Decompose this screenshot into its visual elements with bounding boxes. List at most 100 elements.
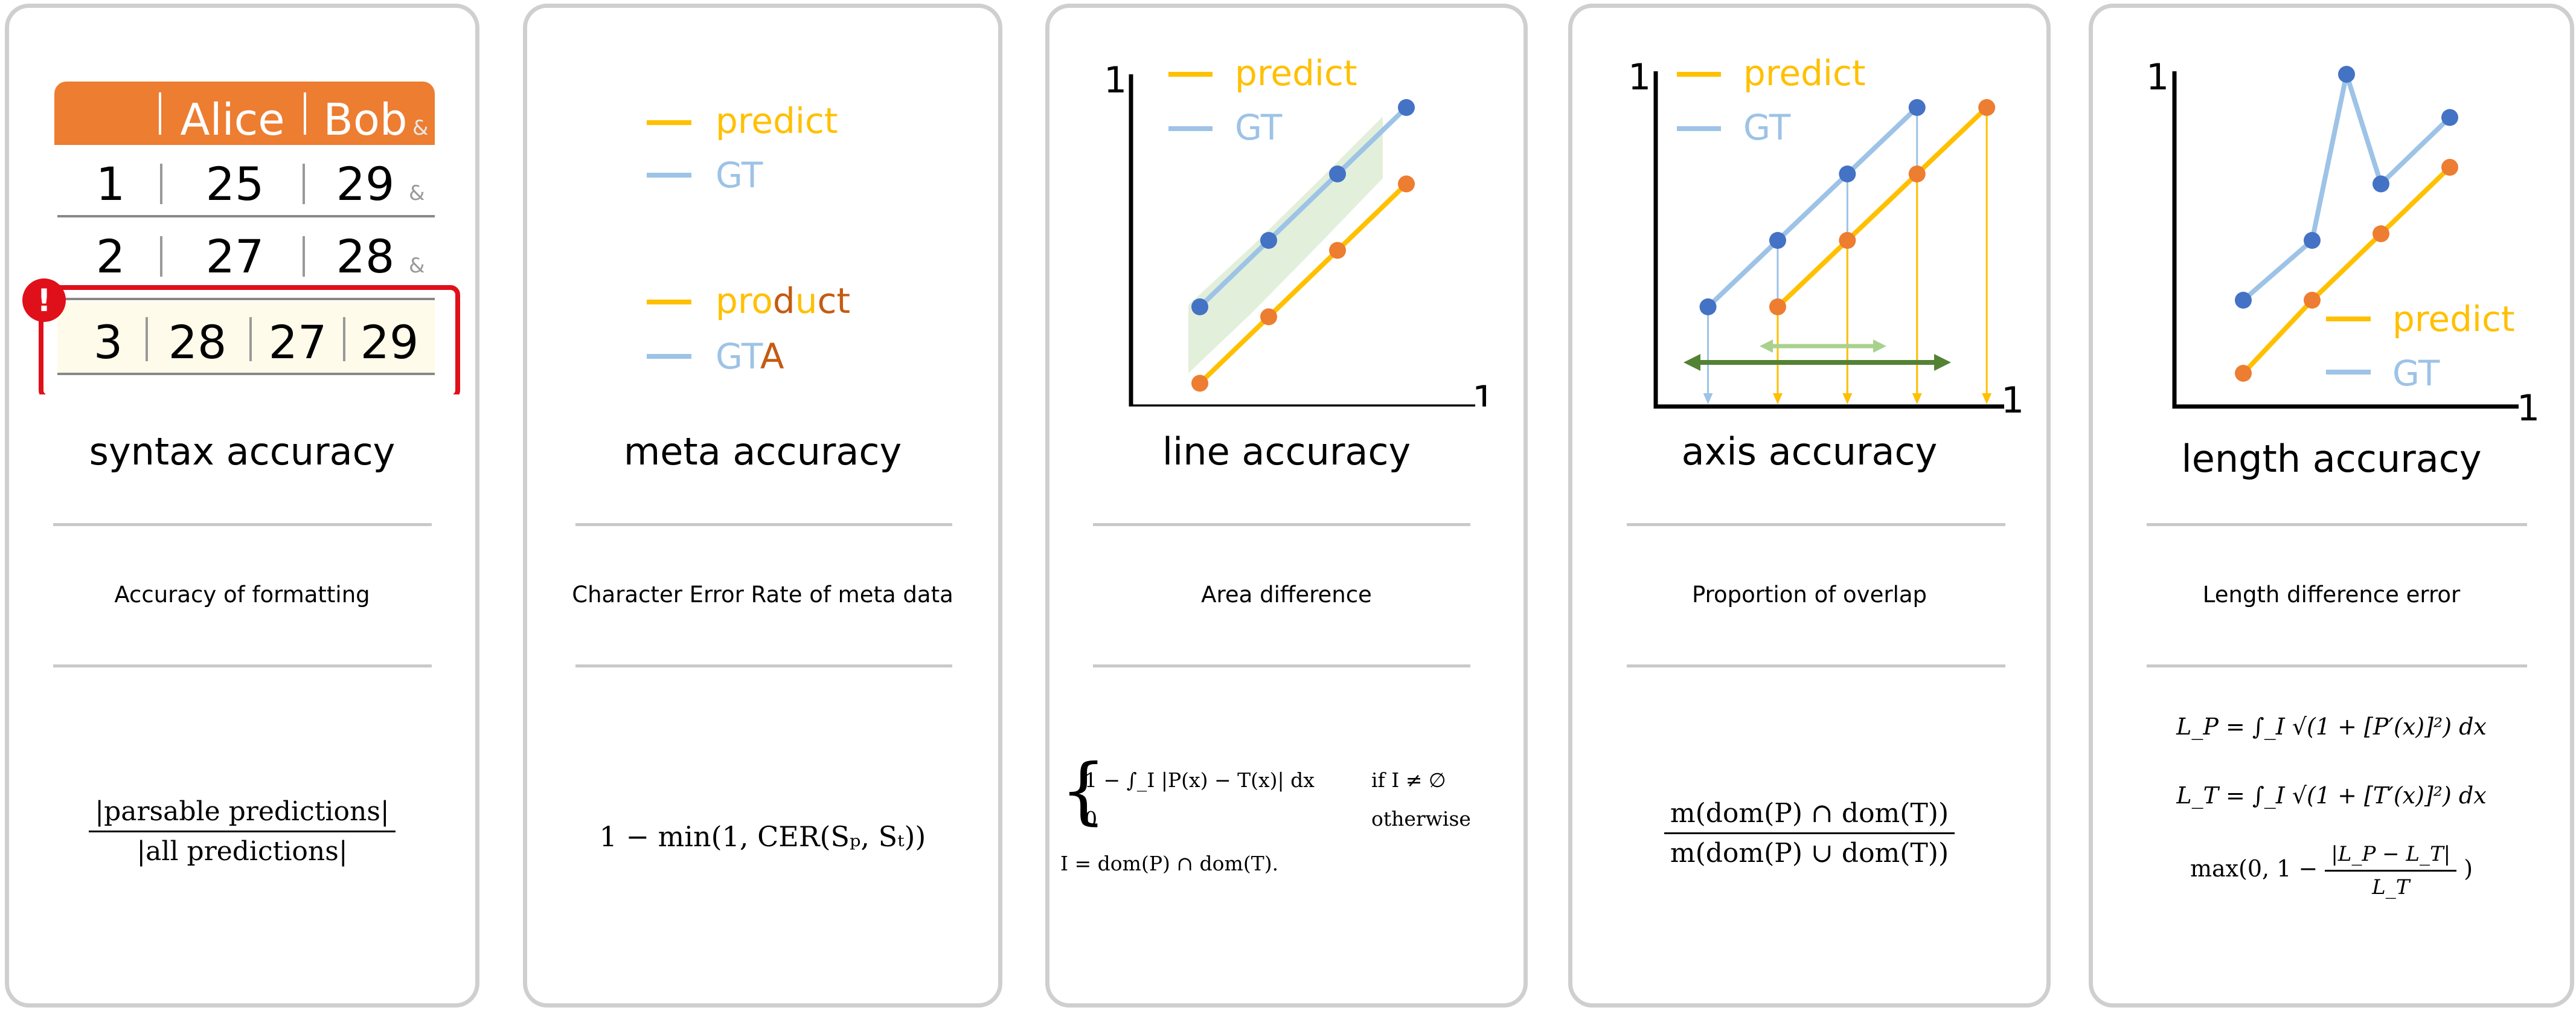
formula-cond1: if I ≠ ∅ (1371, 768, 1446, 792)
legend-gt: GT (716, 155, 763, 196)
svg-text:2: 2 (96, 230, 125, 283)
header-amp: & (412, 116, 429, 140)
divider (575, 523, 952, 526)
legend-gta: GTA (716, 336, 784, 377)
svg-text:&: & (409, 181, 425, 205)
formula-max: max(0, 1 − |L_P − L_T| L_T ) (2190, 842, 2473, 899)
svg-text:27: 27 (269, 315, 327, 369)
svg-text:&: & (409, 254, 425, 278)
formula-lt: L_T = ∫_I √(1 + [T′(x)]²) dx (2176, 782, 2487, 809)
divider (1627, 664, 2005, 667)
axis-accuracy-chart: 1 1 predict GT (1628, 53, 2024, 422)
projection-arrowhead (1772, 393, 1783, 404)
legend-product: product (716, 280, 850, 321)
projection-arrowhead (1703, 393, 1713, 404)
card-axis-accuracy: 1 1 predict GT axis accuracy Proportion … (1568, 4, 2051, 1008)
divider (2147, 664, 2527, 667)
projection-arrowhead (1912, 393, 1922, 404)
syntax-table-illustration: Alice Bob & 1 25 29 & 2 27 28 & 3 28 (22, 82, 460, 394)
formula-cond2: otherwise (1371, 807, 1471, 831)
data-point-predict (1769, 298, 1786, 315)
data-point-predict (2373, 225, 2389, 242)
projection-arrowhead (1982, 393, 1992, 404)
card-formula: 1 − min(1, CER(Sₚ, Sₜ)) (599, 820, 926, 853)
meta-legend-illustration: predict GT product GTA (647, 100, 850, 377)
svg-text:25: 25 (206, 157, 264, 211)
data-point-predict (1398, 175, 1415, 193)
card-description: Area difference (1201, 582, 1372, 608)
data-point-predict (1329, 242, 1346, 259)
divider (53, 664, 432, 667)
line-accuracy-chart: 1 1 predict GT (1104, 53, 1495, 407)
y-axis-label: 1 (1104, 59, 1127, 101)
data-point-gt (2441, 109, 2458, 126)
formula-numerator: m(dom(P) ∩ dom(T)) (1664, 798, 1955, 834)
svg-text:3: 3 (94, 315, 123, 369)
legend-predict: predict (1235, 53, 1357, 94)
card-description: Accuracy of formatting (114, 582, 370, 608)
y-axis-label: 1 (1628, 56, 1651, 98)
divider (53, 523, 432, 526)
data-point-predict (1191, 374, 1208, 392)
data-point-predict (1839, 232, 1856, 249)
data-point-gt (2304, 232, 2321, 249)
divider (575, 664, 952, 667)
card-title: axis accuracy (1681, 429, 1938, 474)
y-axis-label: 1 (2146, 56, 2169, 98)
error-row-box (39, 285, 460, 394)
svg-text:!: ! (37, 283, 51, 319)
x-axis-label: 1 (2517, 387, 2540, 429)
legend-gt: GT (1235, 107, 1283, 148)
card-title: length accuracy (2181, 437, 2482, 481)
formula-numerator: |parsable predictions| (89, 796, 396, 832)
data-point-gt (1908, 99, 1926, 116)
svg-text:27: 27 (206, 230, 264, 283)
card-title: syntax accuracy (89, 429, 396, 474)
card-description: Length difference error (2202, 582, 2461, 608)
legend-gt: GT (1743, 107, 1791, 148)
domain-arrows (1684, 339, 1951, 371)
card-description: Character Error Rate of meta data (572, 582, 953, 608)
header-alice: Alice (180, 94, 284, 145)
data-point-predict (1908, 166, 1926, 182)
data-point-predict (1978, 99, 1996, 116)
legend-predict: predict (2392, 298, 2515, 339)
card-syntax-accuracy: Alice Bob & 1 25 29 & 2 27 28 & 3 28 (5, 4, 479, 1008)
legend-predict: predict (716, 100, 838, 141)
table-row: 2 27 28 & (96, 230, 425, 283)
card-formula: { 1 − ∫_I |P(x) − T(x)| dx if I ≠ ∅ 0 ot… (1060, 749, 1471, 876)
legend-gt: GT (2392, 353, 2440, 394)
formula-domain: I = dom(P) ∩ dom(T). (1060, 852, 1279, 875)
data-point-gt (2235, 292, 2252, 309)
svg-text:28: 28 (336, 230, 395, 283)
formula-denominator: |all predictions| (136, 836, 348, 867)
data-point-predict (1260, 308, 1277, 326)
formula-case2: 0 (1085, 807, 1097, 831)
svg-text:29: 29 (360, 315, 419, 369)
divider (1093, 664, 1470, 667)
formula-lp: L_P = ∫_I √(1 + [P′(x)]²) dx (2176, 713, 2487, 740)
data-point-gt (2373, 175, 2389, 193)
header-bob: Bob (323, 94, 407, 145)
length-accuracy-chart: 1 1 predict GT (2146, 56, 2540, 429)
series-line-predict (1198, 182, 1408, 385)
data-point-predict (2441, 159, 2458, 176)
card-title: meta accuracy (623, 429, 902, 474)
data-point-gt (1839, 166, 1856, 182)
divider (2147, 523, 2527, 526)
series-line-gt (1706, 106, 1919, 309)
series-line-predict (1776, 106, 1988, 309)
svg-text:28: 28 (168, 315, 227, 369)
data-point-gt (1191, 298, 1208, 315)
x-axis-label: 1 (2001, 379, 2024, 422)
formula-denominator: m(dom(P) ∪ dom(T)) (1670, 838, 1949, 869)
data-point-gt (1769, 232, 1786, 249)
alert-icon: ! (22, 278, 66, 322)
projection-arrowhead (1842, 393, 1853, 404)
error-row: 3 28 27 29 (94, 315, 419, 369)
data-point-predict (2304, 292, 2321, 309)
svg-text:29: 29 (336, 157, 395, 211)
table-row: 1 25 29 & (96, 157, 425, 211)
data-point-gt (1329, 166, 1346, 182)
card-formula: |parsable predictions| |all predictions| (9, 796, 475, 867)
